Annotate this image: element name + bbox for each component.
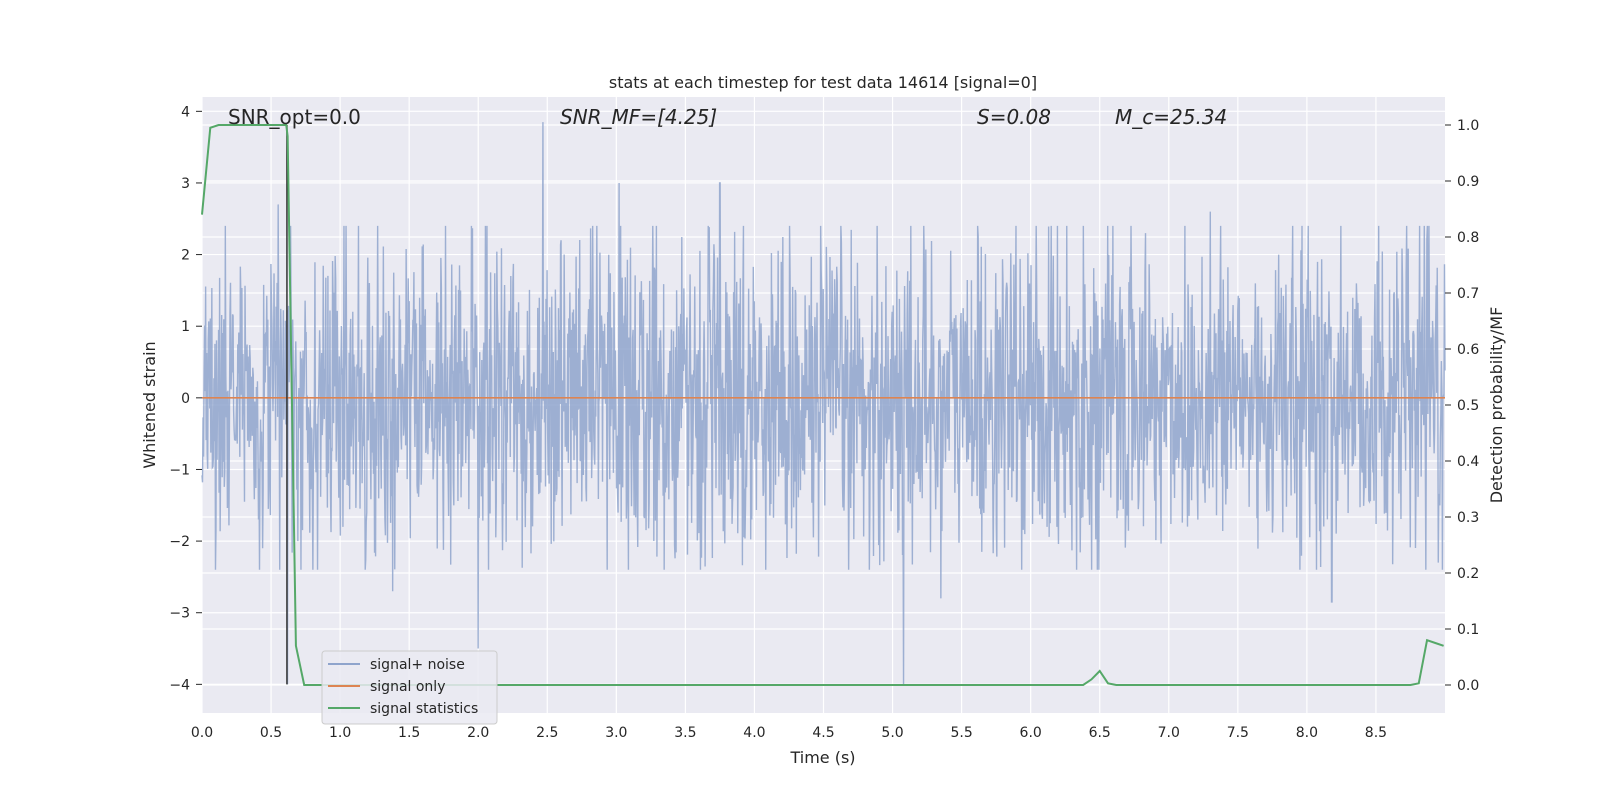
y-left-tick-label: −1 bbox=[169, 462, 190, 478]
legend-box bbox=[321, 650, 498, 725]
y-right-tick-label: 0.8 bbox=[1457, 230, 1479, 246]
annotation-mc-value: M_c=25.34 bbox=[1115, 105, 1227, 129]
x-tick-label: 3.0 bbox=[605, 725, 627, 741]
x-tick-label: 1.0 bbox=[329, 725, 351, 741]
x-tick-label: 4.0 bbox=[743, 725, 765, 741]
x-tick-label: 1.5 bbox=[398, 725, 420, 741]
x-tick-label: 7.5 bbox=[1227, 725, 1249, 741]
x-tick-label: 8.5 bbox=[1365, 725, 1387, 741]
chart-title: stats at each timestep for test data 146… bbox=[609, 73, 1037, 92]
x-tick-label: 2.5 bbox=[536, 725, 558, 741]
x-tick-label: 7.0 bbox=[1158, 725, 1180, 741]
x-tick-label: 5.5 bbox=[950, 725, 972, 741]
y-right-tick-label: 0.7 bbox=[1457, 286, 1479, 302]
x-tick-label: 5.0 bbox=[881, 725, 903, 741]
series-signal-statistics bbox=[201, 124, 1444, 686]
x-tick-label: 0.0 bbox=[191, 725, 213, 741]
x-tick-label: 6.0 bbox=[1020, 725, 1042, 741]
series-layer bbox=[201, 122, 1446, 686]
x-axis-label: Time (s) bbox=[789, 748, 855, 767]
legend: signal+ noise signal only signal statist… bbox=[321, 650, 498, 725]
y-right-tick-label: 0.2 bbox=[1457, 566, 1479, 582]
x-tick-label: 4.5 bbox=[812, 725, 834, 741]
y-left-tick-label: 2 bbox=[181, 248, 190, 264]
annotations: SNR_opt=0.0 SNR_MF=[4.25] S=0.08 M_c=25.… bbox=[228, 105, 1227, 129]
y-right-tick-label: 0.4 bbox=[1457, 454, 1479, 470]
x-tick-label: 8.0 bbox=[1296, 725, 1318, 741]
y-left-tick-label: 1 bbox=[181, 319, 190, 335]
x-tick-label: 0.5 bbox=[260, 725, 282, 741]
y-right-tick-label: 0.5 bbox=[1457, 398, 1479, 414]
y-left-tick-label: 0 bbox=[181, 391, 190, 407]
x-tick-label: 6.5 bbox=[1089, 725, 1111, 741]
annotation-snr-mf: SNR_MF=[4.25] bbox=[560, 105, 717, 129]
x-tick-label: 3.5 bbox=[674, 725, 696, 741]
y-right-tick-label: 0.9 bbox=[1457, 174, 1479, 190]
y-left-tick-label: −3 bbox=[169, 606, 190, 622]
y-right-tick-label: 1.0 bbox=[1457, 118, 1479, 134]
y-right-axis-ticks: 1.0 0.9 0.8 0.7 0.6 0.5 0.4 0.3 0.2 0.1 0.0 bbox=[1445, 118, 1479, 694]
y-left-tick-label: −2 bbox=[169, 534, 190, 550]
y-right-tick-label: 0.3 bbox=[1457, 510, 1479, 526]
x-axis-ticks: 0.0 0.5 1.0 1.5 2.0 2.5 3.0 3.5 4.0 4.5 5.0 5.5 6.0 6… bbox=[191, 725, 1387, 741]
legend-label-signal-only: signal only bbox=[370, 679, 445, 695]
y-right-tick-label: 0.1 bbox=[1457, 622, 1479, 638]
y-left-tick-label: 4 bbox=[181, 104, 190, 120]
x-tick-label: 2.0 bbox=[467, 725, 489, 741]
y-left-tick-label: 3 bbox=[181, 176, 190, 192]
annotation-snr-opt: SNR_opt=0.0 bbox=[228, 105, 361, 129]
y-left-axis-label: Whitened strain bbox=[140, 341, 159, 468]
y-right-tick-label: 0.6 bbox=[1457, 342, 1479, 358]
y-right-axis-label: Detection probability/MF bbox=[1487, 307, 1506, 504]
legend-label-signal-noise: signal+ noise bbox=[370, 657, 465, 673]
series-signal-noise bbox=[201, 122, 1446, 685]
y-left-axis-ticks: 4 3 2 1 0 −1 −2 −3 −4 bbox=[169, 104, 202, 693]
annotation-s-value: S=0.08 bbox=[977, 105, 1051, 129]
legend-label-signal-statistics: signal statistics bbox=[370, 701, 478, 717]
y-left-tick-label: −4 bbox=[169, 677, 190, 693]
y-right-tick-label: 0.0 bbox=[1457, 678, 1479, 694]
